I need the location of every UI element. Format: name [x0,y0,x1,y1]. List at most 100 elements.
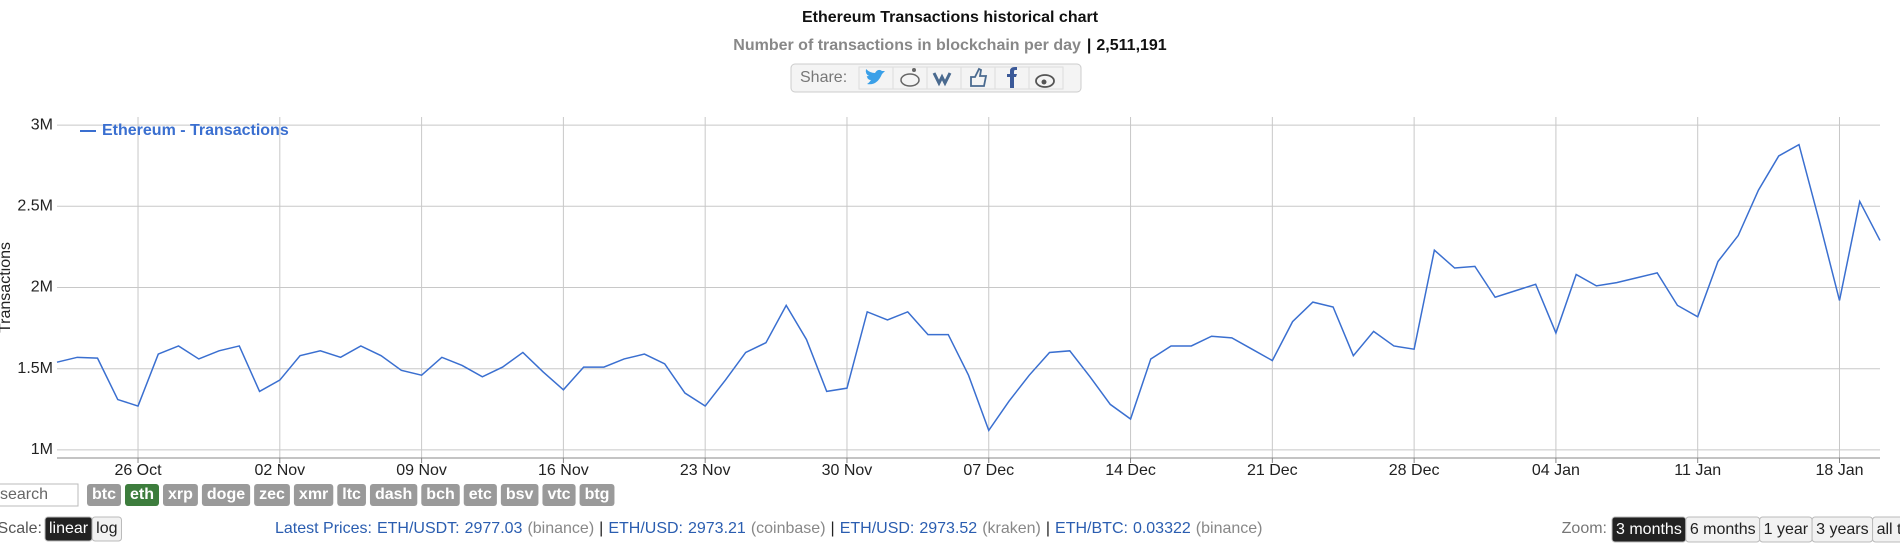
price-pair: ETH/USD: [840,520,915,537]
coin-button-bg [500,484,539,506]
coin-button-label: xmr [299,486,328,503]
coin-button-bg [254,484,290,506]
coin-button-label: ltc [342,486,361,503]
x-tick-label: 02 Nov [254,462,305,479]
share-icons [858,66,1064,90]
y-tick-label: 3M [31,116,53,133]
share-weibo[interactable] [1028,66,1064,90]
x-tick-label: 14 Dec [1105,462,1156,479]
coin-button-bg [293,484,334,506]
x-tick-label: 07 Dec [963,462,1014,479]
scale-button-bg [91,516,122,542]
coin-button[interactable]: zec [254,484,290,506]
price-exchange: (binance) [1196,520,1263,537]
scale-button-label: linear [49,520,89,537]
coin-button[interactable]: bch [421,484,460,506]
y-axis-label: Transactions [0,242,14,333]
zoom-label: Zoom: [1562,520,1607,537]
coin-button-label: dash [375,486,412,503]
x-tick-label: 21 Dec [1247,462,1298,479]
coin-button[interactable]: doge [201,484,251,506]
coin-button-bg [163,484,198,506]
coin-button[interactable]: bsv [500,484,539,506]
zoom-button-label: 3 months [1616,521,1682,538]
x-tick-label: 30 Nov [822,462,873,479]
scale-button[interactable]: log [91,516,122,542]
coin-button-label: vtc [547,486,570,503]
x-tick-label: 09 Nov [396,462,447,479]
series-line [56,143,1881,433]
coin-button[interactable]: xmr [293,484,334,506]
coin-button-bg [542,484,576,506]
x-tick-label: 11 Jan [1674,462,1721,479]
y-tick-label: 2M [31,279,53,296]
zoom-button-label: all time [1877,521,1900,538]
coin-button[interactable]: vtc [542,484,576,506]
scale-button[interactable]: linear [44,516,93,542]
coin-button-bg [421,484,460,506]
search-input[interactable] [0,483,79,507]
coin-button[interactable]: dash [369,484,418,506]
price-exchange: (binance) [527,520,594,537]
price-exchange: (kraken) [982,520,1041,537]
scale-button-label: log [96,520,117,537]
coin-button[interactable]: btc [87,484,121,506]
coin-button-bg [201,484,251,506]
coin-button[interactable]: ltc [337,484,366,506]
x-tick-label: 23 Nov [680,462,731,479]
prices-label: Latest Prices: [275,520,372,537]
page-title: Ethereum Transactions historical chart [802,9,1099,26]
y-tick-label: 1.5M [17,360,53,377]
price-value: 0.03322 [1133,520,1191,537]
coin-button-label: doge [207,486,245,503]
coin-button-bg [125,484,159,506]
prices-separator: | [831,520,835,537]
zoom-button-label: 1 year [1764,521,1809,538]
x-tick-label: 04 Jan [1532,462,1580,479]
coin-button-label: zec [259,486,285,503]
y-tick-label: 1M [31,441,53,458]
price-pair: ETH/USD: [608,520,683,537]
coin-button[interactable]: btg [579,484,615,506]
share-label: Share: [800,69,847,86]
price-value: 2977.03 [465,520,523,537]
coin-button-label: xrp [168,486,193,503]
price-pair: ETH/USDT: [377,520,460,537]
zoom-button-label: 6 months [1690,521,1756,538]
coin-button-label: eth [130,486,154,503]
zoom-button[interactable]: 1 year [1759,516,1813,543]
coin-button[interactable]: xrp [163,484,198,506]
x-tick-label: 28 Dec [1389,462,1440,479]
subtitle: Number of transactions in blockchain per… [733,37,1081,54]
zoom-button-bg [1872,516,1900,543]
zoom-button[interactable]: all time [1872,516,1900,543]
scale-label: Scale: [0,520,42,537]
prices-separator: | [1046,520,1050,537]
coin-button-label: bch [426,486,454,503]
coin-button-bg [337,484,366,506]
legend-entry: Ethereum - Transactions [102,122,289,139]
x-tick-label: 26 Oct [114,462,162,479]
prices-separator: | [599,520,603,537]
coin-button-bg [87,484,121,506]
price-exchange: (coinbase) [751,520,826,537]
coin-button-label: etc [469,486,492,503]
y-tick-label: 2.5M [17,198,53,215]
price-value: 2973.52 [919,520,977,537]
zoom-button-label: 3 years [1816,521,1868,538]
current-value: 2,511,191 [1096,37,1166,54]
coin-button-bg [463,484,497,506]
coin-button[interactable]: etc [463,484,497,506]
zoom-button[interactable]: 6 months [1685,516,1761,543]
coin-button-label: btc [92,486,116,503]
subtitle-separator: | [1087,37,1091,54]
search-placeholder: search [0,486,48,503]
coin-button[interactable]: eth [125,484,159,506]
x-tick-label: 18 Jan [1815,462,1863,479]
price-pair: ETH/BTC: [1055,520,1128,537]
price-value: 2973.21 [688,520,746,537]
zoom-button[interactable]: 3 months [1611,516,1687,543]
zoom-button[interactable]: 3 years [1811,516,1874,543]
coin-button-label: bsv [506,486,534,503]
